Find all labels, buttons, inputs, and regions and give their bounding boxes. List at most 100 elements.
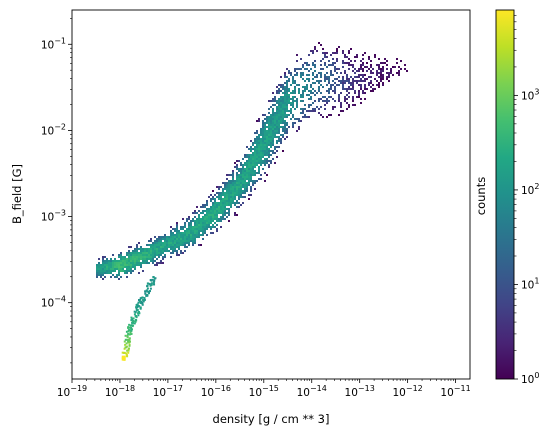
heatmap-cell — [256, 136, 258, 138]
heatmap-cell — [242, 168, 244, 170]
heatmap-cell — [282, 116, 284, 118]
heatmap-cell — [248, 168, 250, 170]
heatmap-cell — [314, 76, 316, 78]
heatmap-cell — [246, 176, 248, 178]
heatmap-cell — [298, 128, 300, 130]
heatmap-cell — [260, 130, 262, 132]
heatmap-cell — [218, 212, 220, 214]
heatmap-cell — [282, 128, 284, 130]
heatmap-cell — [276, 114, 278, 116]
heatmap-cell — [382, 62, 384, 64]
heatmap-cell — [262, 144, 264, 146]
heatmap-cell — [108, 270, 110, 272]
heatmap-cell — [352, 78, 354, 80]
heatmap-cell — [294, 90, 296, 92]
heatmap-cell — [276, 120, 278, 122]
heatmap-cell — [278, 88, 280, 90]
heatmap-cell — [242, 164, 244, 166]
heatmap-cell — [188, 230, 190, 232]
heatmap-cell — [120, 260, 122, 262]
heatmap-cell — [194, 232, 196, 234]
heatmap-cell — [160, 240, 162, 242]
heatmap-cell — [170, 236, 172, 238]
heatmap-cell — [286, 114, 288, 116]
heatmap-cell — [284, 106, 286, 108]
heatmap-cell — [206, 212, 208, 214]
heatmap-cell — [172, 248, 174, 250]
heatmap-cell — [131, 321, 134, 324]
heatmap-cell — [234, 198, 236, 200]
heatmap-cell — [198, 228, 200, 230]
heatmap-cell — [272, 118, 274, 120]
heatmap-cell — [154, 240, 156, 242]
heatmap-cell — [340, 102, 342, 104]
heatmap-cell — [338, 76, 340, 78]
heatmap-cell — [284, 94, 286, 96]
heatmap-cell — [194, 210, 196, 212]
heatmap-cell — [278, 106, 280, 108]
heatmap-cell — [234, 182, 236, 184]
heatmap-cell — [254, 162, 256, 164]
heatmap-cell — [376, 64, 378, 66]
heatmap-cell — [332, 52, 334, 54]
heatmap-cell — [264, 136, 266, 138]
heatmap-cell — [356, 82, 358, 84]
heatmap-cell — [326, 90, 328, 92]
heatmap-cell — [176, 254, 178, 256]
heatmap-cell — [152, 244, 154, 246]
heatmap-cell — [122, 260, 124, 262]
heatmap-cell — [104, 268, 106, 270]
heatmap-cell — [278, 122, 280, 124]
heatmap-cell — [256, 180, 258, 182]
heatmap-cell — [100, 274, 102, 276]
colorbar-gradient — [496, 10, 514, 379]
heatmap-cell — [264, 118, 266, 120]
heatmap-cell — [258, 172, 260, 174]
heatmap-cell — [282, 102, 284, 104]
heatmap-cell — [218, 206, 220, 208]
heatmap-cell — [212, 206, 214, 208]
heatmap-cell — [338, 46, 340, 48]
heatmap-cell — [246, 188, 248, 190]
heatmap-cell — [166, 248, 168, 250]
heatmap-cell — [260, 164, 262, 166]
heatmap-cell — [260, 156, 262, 158]
heatmap-cell — [284, 120, 286, 122]
heatmap-cell — [264, 128, 266, 130]
heatmap-cell — [102, 272, 104, 274]
heatmap-cell — [268, 152, 270, 154]
heatmap-cell — [348, 64, 350, 66]
heatmap-cell — [200, 244, 202, 246]
heatmap-cell — [262, 134, 264, 136]
heatmap-cell — [212, 214, 214, 216]
heatmap-cell — [230, 206, 232, 208]
heatmap-cell — [288, 80, 290, 82]
heatmap-cell — [174, 240, 176, 242]
heatmap-cell — [276, 86, 278, 88]
heatmap-cell — [294, 118, 296, 120]
heatmap-cell — [278, 110, 280, 112]
heatmap-cell — [124, 262, 126, 264]
heatmap-cell — [142, 248, 144, 250]
heatmap-cell — [136, 256, 138, 258]
heatmap-cell — [276, 146, 278, 148]
heatmap-cell — [358, 94, 360, 96]
heatmap-cell — [258, 138, 260, 140]
heatmap-cell — [210, 220, 212, 222]
heatmap-cell — [220, 206, 222, 208]
heatmap-cell — [156, 248, 158, 250]
heatmap-cell — [139, 302, 142, 305]
heatmap-cell — [154, 260, 156, 262]
heatmap-cell — [256, 150, 258, 152]
heatmap-cell — [272, 138, 274, 140]
heatmap-cell — [266, 130, 268, 132]
heatmap-cell — [318, 100, 320, 102]
heatmap-cell — [260, 174, 262, 176]
heatmap-cell — [230, 184, 232, 186]
heatmap-cell — [240, 186, 242, 188]
heatmap-cell — [188, 216, 190, 218]
heatmap-cell — [156, 254, 158, 256]
heatmap-cell — [286, 80, 288, 82]
heatmap-cell — [140, 266, 142, 268]
heatmap-cell — [362, 76, 364, 78]
